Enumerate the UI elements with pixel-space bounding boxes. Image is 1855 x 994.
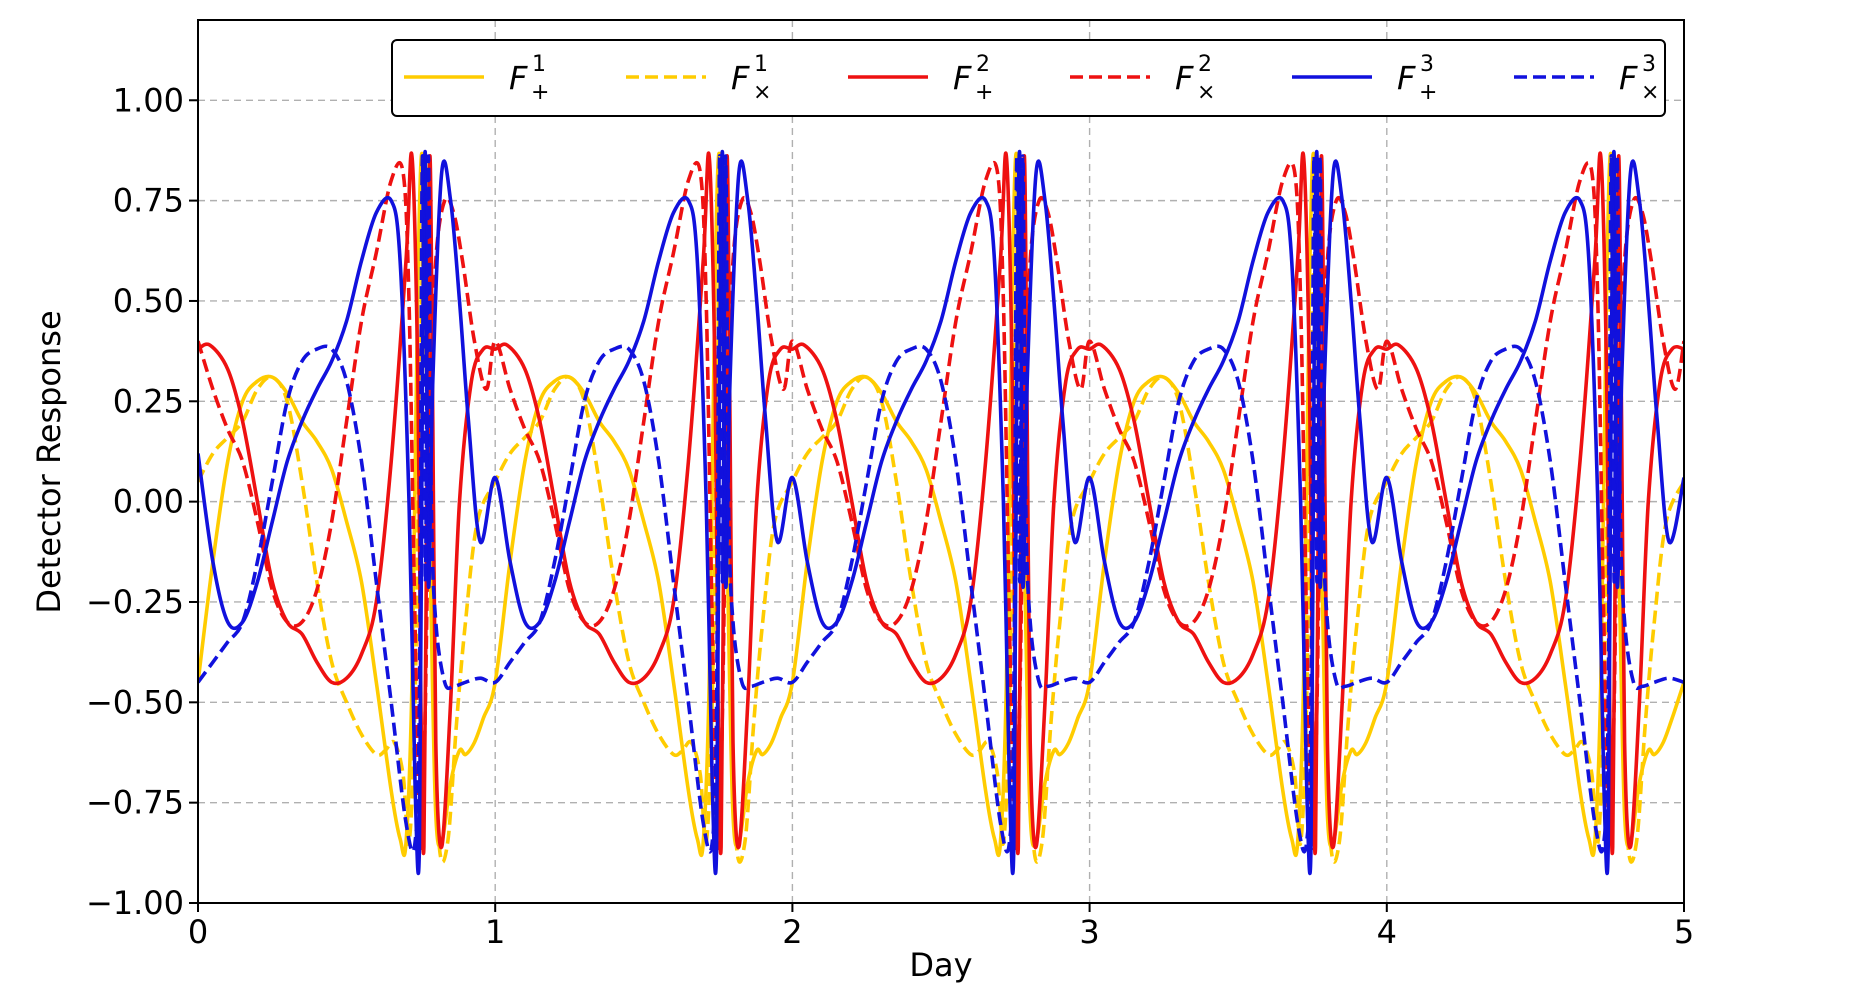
legend-box bbox=[391, 39, 1666, 117]
x-axis-ticks: 0 1 2 3 4 5 bbox=[188, 903, 1694, 951]
legend-superscript-2: 1 bbox=[754, 52, 768, 77]
legend-label-5: F bbox=[1397, 59, 1416, 97]
series-line-3 bbox=[198, 151, 1684, 856]
y-tick-label: −0.50 bbox=[86, 683, 184, 721]
x-tick-label: 2 bbox=[782, 913, 802, 951]
legend-superscript-3: 2 bbox=[976, 52, 990, 77]
x-tick-label: 3 bbox=[1079, 913, 1099, 951]
legend-superscript-1: 1 bbox=[532, 52, 546, 77]
legend-subscript-5: + bbox=[1419, 80, 1437, 105]
series-line-5 bbox=[198, 149, 1684, 876]
series-line-4 bbox=[198, 160, 1684, 850]
legend-superscript-4: 2 bbox=[1198, 52, 1212, 77]
legend-subscript-6: × bbox=[1641, 80, 1659, 105]
y-tick-label: −0.75 bbox=[86, 784, 184, 822]
x-tick-label: 0 bbox=[188, 913, 208, 951]
y-tick-label: 0.50 bbox=[113, 282, 184, 320]
y-tick-label: 0.75 bbox=[113, 182, 184, 220]
legend-label-2: F bbox=[731, 59, 750, 97]
legend-subscript-2: × bbox=[753, 80, 771, 105]
legend-superscript-6: 3 bbox=[1642, 52, 1656, 77]
legend: F 1+ F 1× F 2+ F 2× F 3+ F 3× bbox=[391, 39, 1666, 117]
x-tick-label: 1 bbox=[485, 913, 505, 951]
y-axis-label: Detector Response bbox=[30, 310, 68, 613]
legend-subscript-3: + bbox=[975, 80, 993, 105]
legend-label-6: F bbox=[1619, 59, 1638, 97]
x-axis-label: Day bbox=[909, 946, 972, 984]
legend-label-4: F bbox=[1175, 59, 1194, 97]
y-axis-ticks: −1.00 −0.75 −0.50 −0.25 0.00 0.25 0.50 0.75 1.00 bbox=[86, 81, 198, 922]
legend-superscript-5: 3 bbox=[1420, 52, 1434, 77]
x-tick-label: 4 bbox=[1377, 913, 1397, 951]
y-tick-label: −0.25 bbox=[86, 583, 184, 621]
legend-subscript-1: + bbox=[531, 80, 549, 105]
series-lines bbox=[198, 149, 1684, 876]
series-line-6 bbox=[198, 154, 1684, 854]
legend-subscript-4: × bbox=[1197, 80, 1215, 105]
legend-label-1: F bbox=[509, 59, 528, 97]
plot-frame bbox=[197, 19, 1685, 904]
y-tick-label: 1.00 bbox=[113, 81, 184, 119]
y-tick-label: −1.00 bbox=[86, 884, 184, 922]
y-tick-label: 0.25 bbox=[113, 382, 184, 420]
legend-label-3: F bbox=[953, 59, 972, 97]
y-tick-label: 0.00 bbox=[113, 483, 184, 521]
x-tick-label: 5 bbox=[1674, 913, 1694, 951]
